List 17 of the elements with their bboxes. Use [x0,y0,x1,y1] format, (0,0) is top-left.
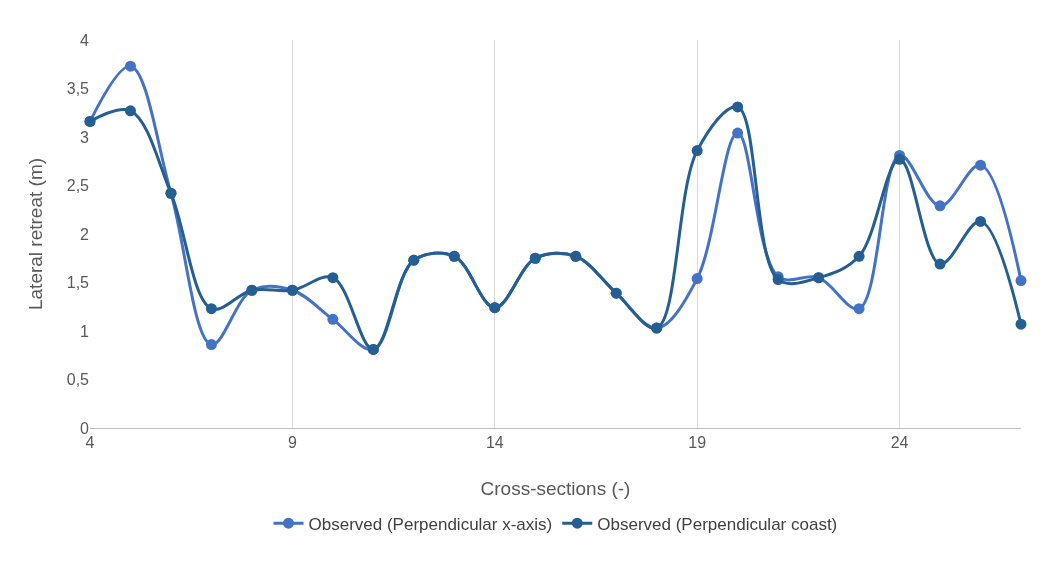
y-tick-label: 4 [80,31,90,49]
legend-label: Observed (Perpendicular x-axis) [308,514,553,534]
y-tick-label: 0,5 [66,371,90,389]
y-tick-label: 3,5 [66,80,90,98]
x-tick-label: 24 [890,434,909,452]
legend-label: Observed (Perpendicular coast) [597,514,838,534]
x-tick-label: 9 [287,434,297,452]
y-tick-label: 1,5 [66,274,90,292]
y-tick-label: 3 [80,128,90,146]
y-tick-label: 2,5 [66,177,90,195]
x-tick-label: 19 [688,434,707,452]
x-axis-title: Cross-sections (-) [480,478,631,499]
y-tick-label: 2 [80,225,90,243]
y-axis-title: Lateral retreat (m) [25,157,46,311]
y-tick-label: 0 [80,419,90,437]
x-tick-label: 14 [485,434,504,452]
y-tick-label: 1 [80,322,90,340]
